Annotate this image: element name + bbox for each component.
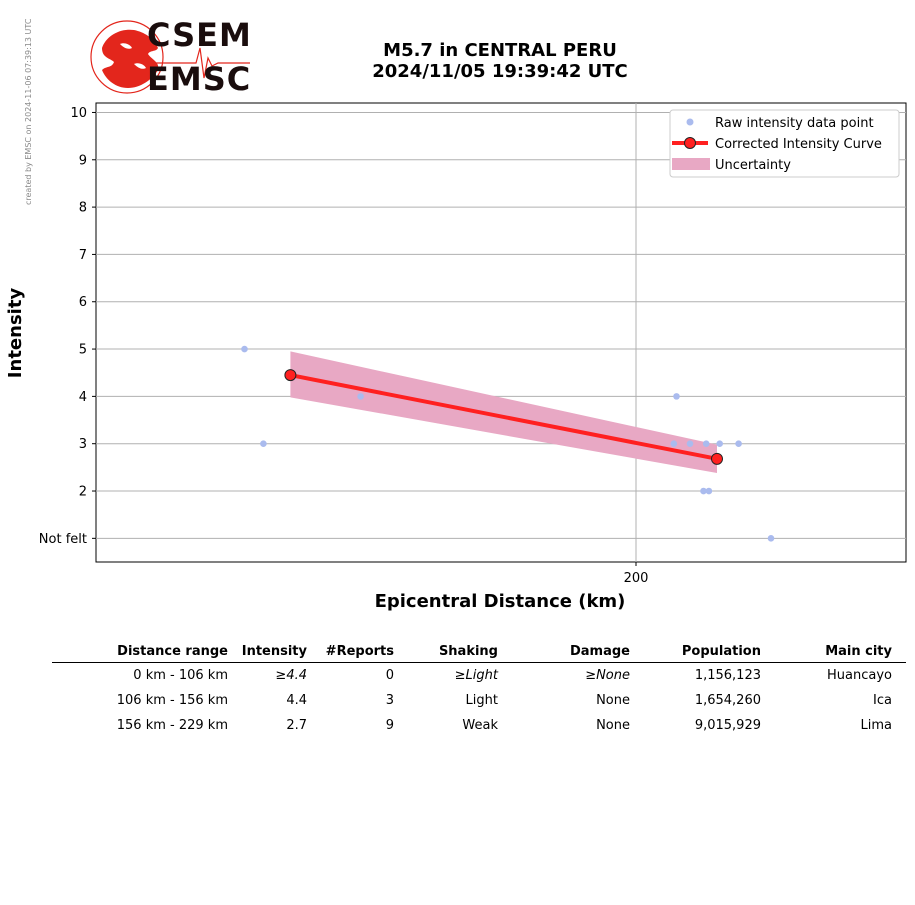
table-header: Distance range Intensity #Reports Shakin… (52, 640, 906, 663)
header-intensity: Intensity (241, 643, 307, 659)
x-tick-labels: 200 (624, 562, 649, 586)
cell-city: Huancayo (827, 668, 892, 683)
intensity-chart: Not felt 2 3 4 5 6 7 8 9 10 200 Intensity Epicent… (5, 102, 907, 612)
curve-marker (711, 452, 723, 465)
raw-data-point (735, 440, 742, 448)
cell-intensity: 4.4 (286, 693, 307, 708)
y-tick-labels: Not felt 2 3 4 5 6 7 8 9 10 (39, 106, 96, 547)
cell-shaking: ≥Light (454, 668, 498, 683)
logo-text-csem: CSEM (147, 16, 252, 54)
logo-text-emsc: EMSC (147, 60, 252, 98)
globe-logo-icon (90, 20, 250, 94)
y-tick-label: 3 (79, 437, 87, 452)
cell-population: 1,654,260 (694, 693, 761, 708)
header-distance-range: Distance range (117, 643, 228, 659)
x-tick-label: 200 (624, 571, 649, 586)
legend-box (669, 109, 900, 178)
raw-data-point (670, 440, 678, 448)
y-tick-label: 5 (79, 343, 87, 358)
uncertainty-band (290, 351, 717, 474)
cell-reports: 9 (385, 718, 394, 733)
csem-emsc-logo: CSEM EMSC (90, 16, 255, 98)
cell-reports: 3 (385, 693, 394, 708)
legend-curve-marker (684, 137, 696, 149)
title-line-event: M5.7 in CENTRAL PERU (383, 40, 617, 61)
y-tick-label: 2 (79, 485, 87, 500)
legend-raw-label: Raw intensity data point (715, 116, 874, 131)
legend-band-swatch (672, 158, 710, 170)
cell-range: 156 km - 229 km (116, 718, 228, 733)
y-tick-label: 4 (79, 390, 87, 405)
cell-damage: ≥None (585, 668, 630, 683)
y-tick-label: 7 (79, 248, 87, 263)
table-row: 156 km - 229 km 2.7 9 Weak None 9,015,92… (52, 713, 906, 738)
raw-data-point (357, 393, 364, 400)
header-shaking: Shaking (438, 643, 498, 659)
raw-data-point (716, 440, 723, 448)
raw-data-point (767, 535, 775, 542)
cell-intensity: ≥4.4 (275, 668, 307, 683)
raw-data-point (700, 487, 707, 495)
raw-data-point (673, 393, 680, 400)
header-main-city: Main city (825, 643, 892, 659)
raw-data-point (241, 345, 248, 353)
cell-population: 9,015,929 (694, 718, 761, 733)
y-axis-label: Intensity (5, 288, 26, 379)
cell-damage: None (596, 718, 630, 733)
y-tick-label: 6 (79, 295, 87, 310)
grid-lines (96, 103, 906, 562)
cell-shaking: Weak (462, 718, 498, 733)
cell-damage: None (596, 693, 630, 708)
header-damage: Damage (569, 643, 630, 659)
intensity-table: Distance range Intensity #Reports Shakin… (52, 640, 906, 738)
legend-band-label: Uncertainty (715, 158, 791, 173)
legend-raw-marker (686, 118, 694, 126)
cell-range: 106 km - 156 km (116, 693, 228, 708)
title-line-date: 2024/11/05 19:39:42 UTC (372, 61, 628, 82)
corrected-intensity-curve (290, 373, 718, 461)
y-tick-label: 10 (70, 106, 87, 121)
table-row: 0 km - 106 km ≥4.4 0 ≥Light ≥None 1,156,… (52, 663, 906, 688)
raw-data-point (260, 440, 267, 448)
header-reports: #Reports (325, 643, 394, 659)
curve-markers (284, 369, 723, 465)
y-tick-label: Not felt (39, 532, 87, 547)
cell-population: 1,156,123 (694, 668, 761, 683)
cell-reports: 0 (385, 668, 394, 683)
x-axis-label: Epicentral Distance (km) (375, 591, 626, 612)
header-population: Population (681, 643, 761, 659)
legend: Raw intensity data point Corrected Inten… (669, 109, 900, 178)
curve-marker (284, 369, 297, 382)
plot-area (95, 102, 907, 563)
raw-data-point (705, 487, 713, 495)
cell-range: 0 km - 106 km (133, 668, 228, 683)
cell-city: Lima (860, 718, 892, 733)
legend-curve-label: Corrected Intensity Curve (715, 137, 882, 152)
y-tick-label: 8 (79, 201, 87, 216)
table-row: 106 km - 156 km 4.4 3 Light None 1,654,2… (52, 688, 906, 713)
raw-data-point (686, 440, 694, 448)
chart-title: M5.7 in CENTRAL PERU 2024/11/05 19:39:42… (300, 40, 700, 82)
cell-shaking: Light (465, 693, 498, 708)
y-tick-label: 9 (79, 153, 87, 168)
cell-intensity: 2.7 (286, 718, 307, 733)
raw-data-point (702, 440, 710, 448)
cell-city: Ica (873, 693, 892, 708)
raw-points (241, 345, 775, 542)
